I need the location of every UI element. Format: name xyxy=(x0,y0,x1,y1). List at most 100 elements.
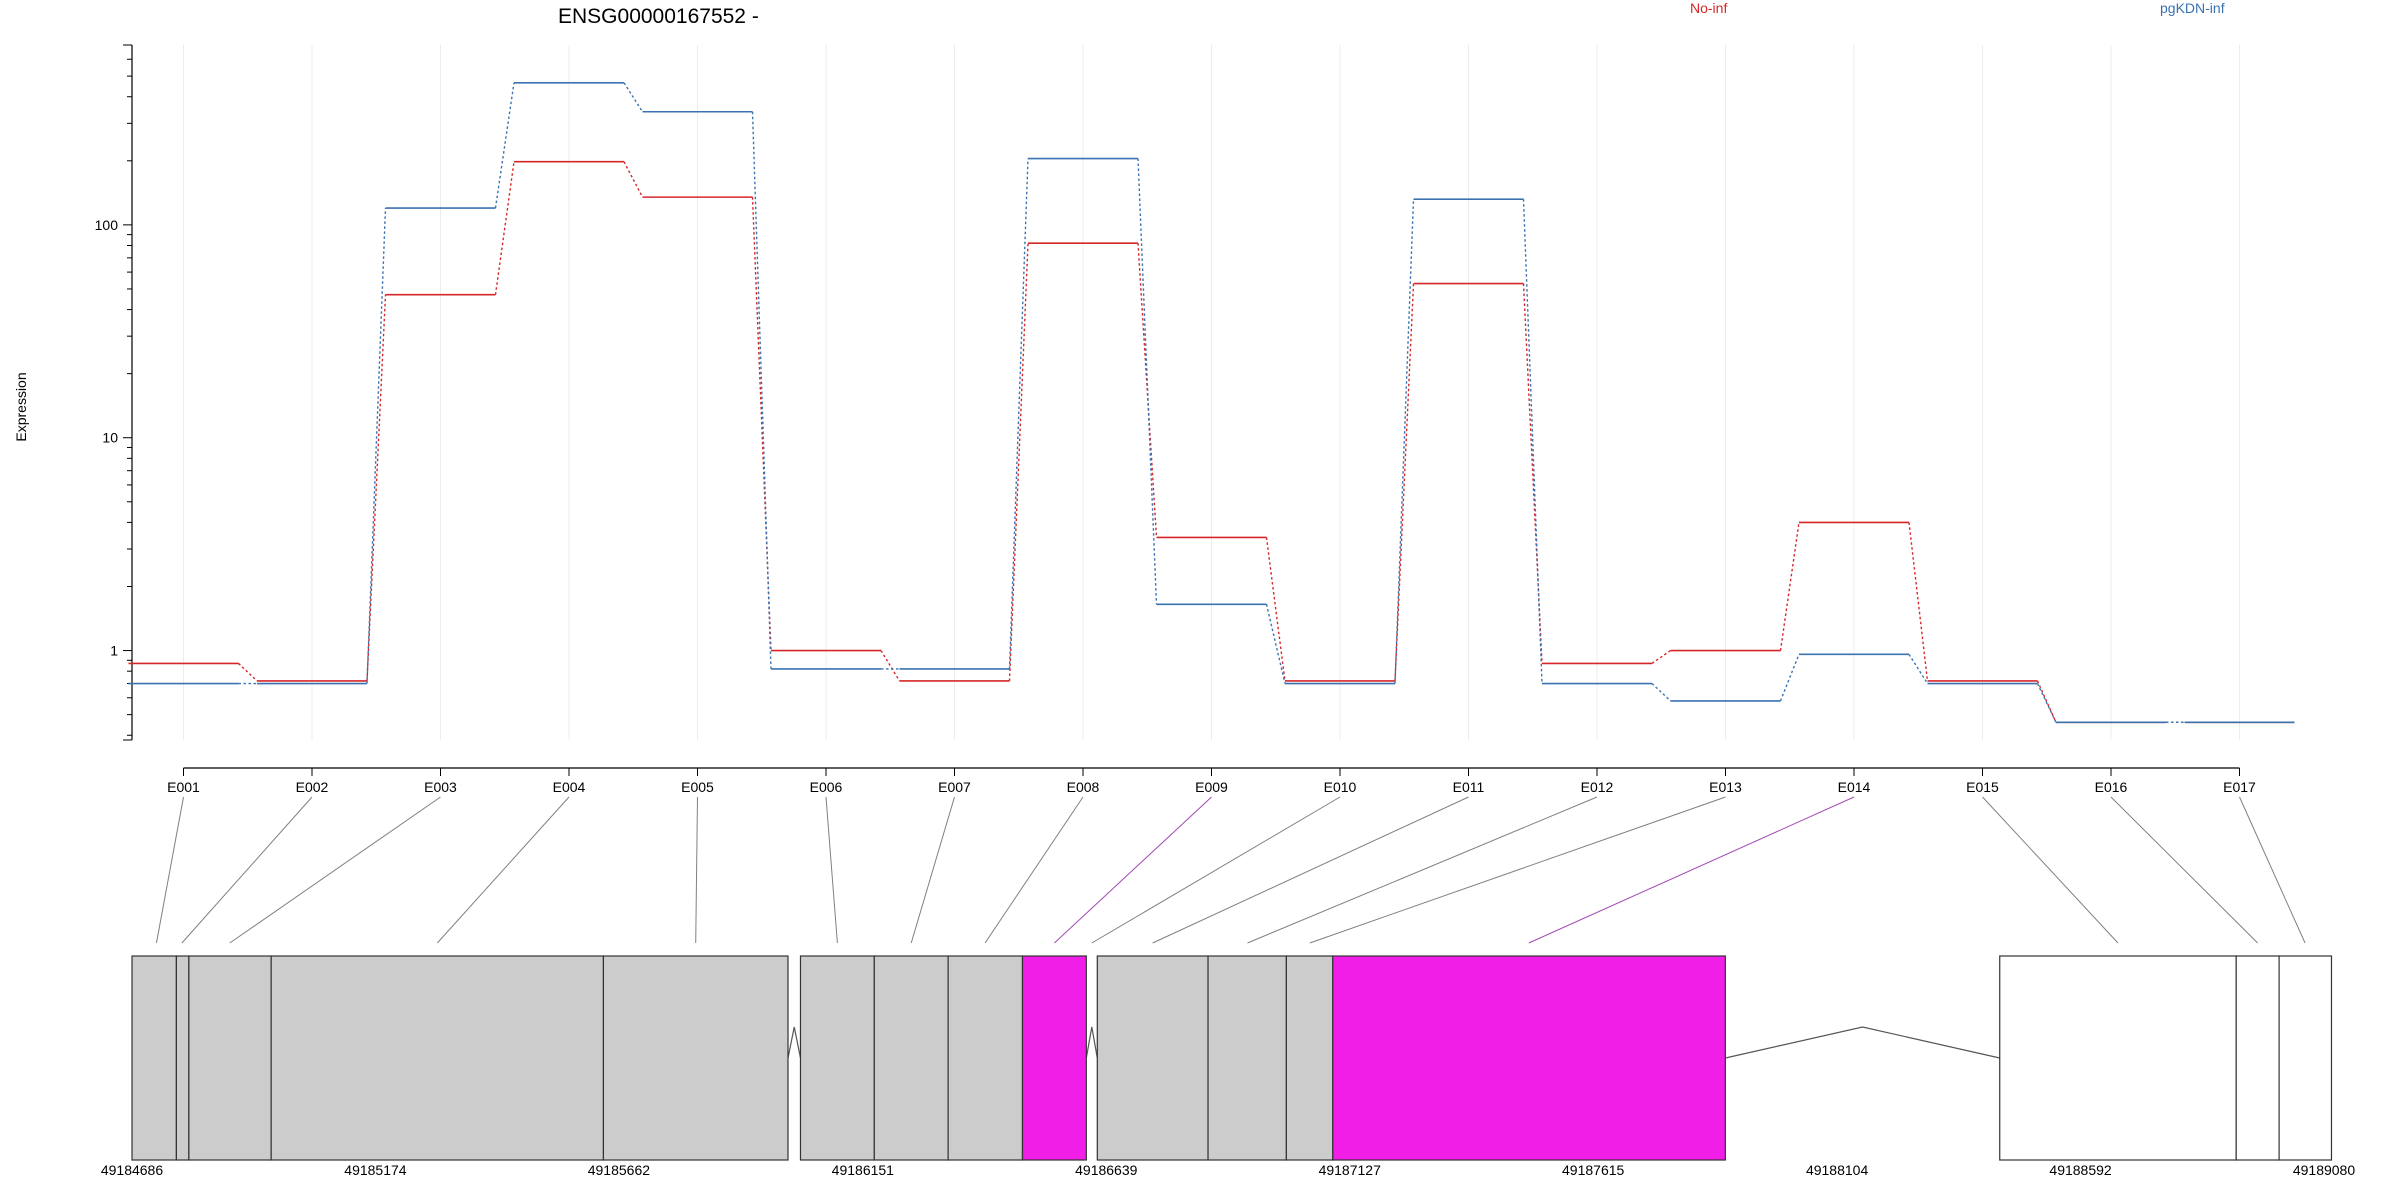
series-connector xyxy=(1265,604,1286,684)
coordinate-tick-label: 49188104 xyxy=(1806,1162,1869,1178)
exon-connector-line xyxy=(695,796,698,944)
series-connector xyxy=(623,82,644,113)
exon-box xyxy=(1332,955,1726,1161)
series-connector xyxy=(1008,243,1029,681)
exon-connector-line xyxy=(229,796,441,944)
coordinate-tick-label: 49186639 xyxy=(1075,1162,1138,1178)
exon-box xyxy=(799,955,875,1161)
series-connector xyxy=(1522,199,1543,684)
legend: No-inf pgKDN-inf xyxy=(1690,0,2225,16)
exon-connector-line xyxy=(1152,796,1469,944)
exon-box xyxy=(1021,955,1087,1161)
exon-box xyxy=(1999,955,2237,1161)
coordinate-tick-label: 49187127 xyxy=(1319,1162,1382,1178)
coordinate-tick-label: 49184686 xyxy=(101,1162,164,1178)
coordinate-tick-label: 49186151 xyxy=(832,1162,895,1178)
series-connector xyxy=(1522,283,1543,664)
x-tick-label: E014 xyxy=(1838,779,1871,795)
y-tick-label: 10 xyxy=(102,430,118,446)
intron-line xyxy=(1725,1026,2000,1059)
series-connector xyxy=(494,82,515,209)
y-tick-label: 100 xyxy=(95,217,119,233)
y-axis: 1 10 100 xyxy=(95,44,133,741)
series-connector xyxy=(1651,683,1671,702)
exon-connector-line xyxy=(1982,796,2119,944)
exon-connector-line xyxy=(436,796,570,944)
x-tick-label: E008 xyxy=(1067,779,1100,795)
legend-entry: pgKDN-inf xyxy=(2160,0,2225,16)
genomic-coordinate-axis: 49184686 49185174 49185662 49186151 49186639… xyxy=(101,1162,2356,1178)
series-connector xyxy=(494,161,515,295)
coordinate-tick-label: 49189080 xyxy=(2293,1162,2356,1178)
x-tick-label: E016 xyxy=(2095,779,2128,795)
x-tick-label: E002 xyxy=(296,779,329,795)
series-connector xyxy=(366,207,387,684)
coordinate-tick-label: 49187615 xyxy=(1562,1162,1625,1178)
exon-box xyxy=(188,955,272,1161)
x-tick-label: E007 xyxy=(938,779,971,795)
chart-title: ENSG00000167552 - xyxy=(558,5,759,28)
series-connector xyxy=(1779,654,1800,702)
x-tick-label: E003 xyxy=(424,779,457,795)
y-axis-label: Expression xyxy=(13,372,29,441)
exon-connectors xyxy=(155,796,2306,944)
exon-box xyxy=(1096,955,1209,1161)
series-connector xyxy=(880,650,901,682)
series-connector xyxy=(1394,199,1415,684)
series-connector xyxy=(1908,653,1929,684)
series-connector xyxy=(1779,522,1800,651)
exon-box xyxy=(1285,955,1334,1161)
vertical-gridlines xyxy=(183,45,2240,740)
exon-box xyxy=(602,955,789,1161)
exon-connector-line xyxy=(1091,796,1341,944)
series-pgKDN-inf xyxy=(128,82,2295,724)
x-tick-label: E004 xyxy=(553,779,586,795)
series-connector xyxy=(1908,522,1929,682)
series-connector xyxy=(623,161,644,198)
series-connector xyxy=(366,294,387,681)
y-tick-label: 1 xyxy=(110,643,118,659)
exon-box xyxy=(947,955,1024,1161)
x-tick-label: E005 xyxy=(681,779,714,795)
intron-line xyxy=(1085,1026,1098,1059)
exon-connector-line xyxy=(910,796,955,944)
exon-connector-line xyxy=(984,796,1084,944)
x-tick-label: E012 xyxy=(1581,779,1614,795)
exon-connector-line xyxy=(2239,796,2306,944)
exon-box xyxy=(270,955,605,1161)
exon-connector-line xyxy=(1247,796,1598,944)
series-connector xyxy=(1651,649,1671,665)
series-connector xyxy=(2036,683,2057,723)
exon-box xyxy=(2278,955,2333,1161)
x-tick-label: E009 xyxy=(1195,779,1228,795)
x-tick-label: E015 xyxy=(1966,779,1999,795)
x-tick-label: E017 xyxy=(2223,779,2256,795)
exon-box xyxy=(131,955,177,1161)
series-connector xyxy=(751,111,772,669)
coordinate-tick-label: 49188592 xyxy=(2049,1162,2112,1178)
series-connector xyxy=(751,197,772,651)
series-connector xyxy=(1265,537,1286,682)
x-tick-label: E013 xyxy=(1709,779,1742,795)
x-tick-label: E006 xyxy=(810,779,843,795)
exon-box xyxy=(2235,955,2280,1161)
x-tick-label: E011 xyxy=(1453,779,1485,795)
exon-box xyxy=(1207,955,1287,1161)
legend-entry: No-inf xyxy=(1690,0,1727,16)
x-tick-label: E001 xyxy=(167,779,200,795)
exon-connector-line xyxy=(181,796,313,944)
exon-connector-line xyxy=(825,796,838,944)
exon-connector-line xyxy=(2110,796,2259,944)
gene-model xyxy=(131,955,2333,1161)
exon-box xyxy=(175,955,190,1161)
exon-connector-line xyxy=(1528,796,1855,944)
exon-connector-line xyxy=(155,796,184,944)
coordinate-tick-label: 49185662 xyxy=(588,1162,651,1178)
exon-connector-line xyxy=(1309,796,1726,944)
series-layer xyxy=(128,82,2295,724)
intron-line xyxy=(787,1026,802,1059)
x-tick-label: E010 xyxy=(1324,779,1357,795)
coordinate-tick-label: 49185174 xyxy=(344,1162,407,1178)
series-connector xyxy=(1137,158,1158,605)
